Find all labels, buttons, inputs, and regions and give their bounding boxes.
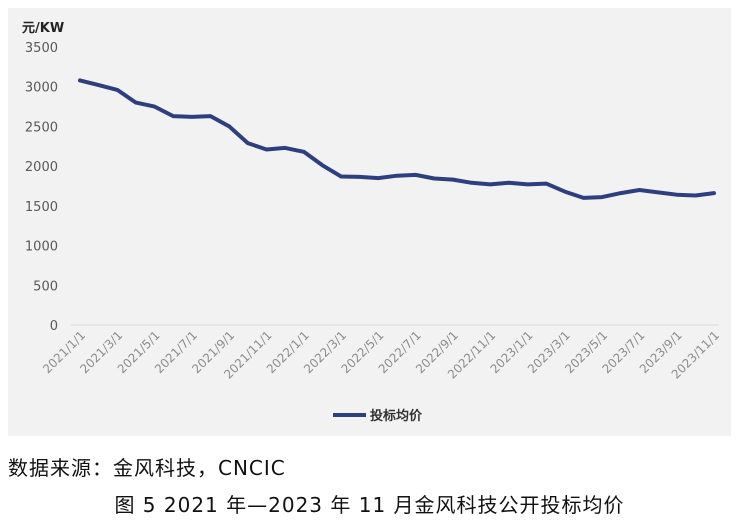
data-point: [246, 141, 250, 145]
data-point: [544, 182, 548, 186]
data-point: [134, 101, 138, 105]
data-point: [712, 191, 716, 195]
data-point: [675, 193, 679, 197]
data-point: [507, 181, 511, 185]
data-point: [414, 173, 418, 177]
data-point: [637, 188, 641, 192]
data-point: [470, 181, 474, 185]
y-tick-label: 500: [33, 279, 58, 294]
series-line-bid-price: [78, 78, 716, 200]
data-point: [115, 88, 119, 92]
chart-panel: 元/KW 3500 3000 2500 2000 1500 1000 500 0 2021/1…: [8, 8, 731, 436]
data-point: [619, 191, 623, 195]
legend-label: 投标均价: [370, 408, 423, 424]
y-tick-label: 0: [50, 319, 58, 334]
data-point: [526, 182, 530, 186]
figure-caption: 图 5 2021 年—2023 年 11 月金风科技公开投标均价: [114, 493, 625, 517]
data-point: [451, 178, 455, 182]
data-point: [339, 174, 343, 178]
data-point: [190, 115, 194, 119]
source-note: 数据来源：金风科技，CNCIC: [8, 456, 286, 480]
data-point: [302, 150, 306, 154]
legend: 投标均价: [333, 408, 423, 424]
data-point: [358, 175, 362, 179]
data-point: [376, 176, 380, 180]
data-point: [693, 194, 697, 198]
y-tick-label: 2500: [25, 120, 58, 135]
y-tick-label: 1500: [25, 200, 58, 215]
y-tick-label: 3000: [25, 81, 58, 96]
data-point: [563, 190, 567, 194]
data-point: [656, 190, 660, 194]
y-tick-label: 1000: [25, 240, 58, 255]
data-point: [227, 124, 231, 128]
data-point: [264, 147, 268, 151]
y-axis-unit-label: 元/KW: [22, 21, 64, 36]
data-point: [283, 146, 287, 150]
y-tick-label: 2000: [25, 160, 58, 175]
data-point: [432, 176, 436, 180]
data-point: [600, 195, 604, 199]
y-tick-label: 3500: [25, 41, 58, 56]
data-point: [78, 78, 82, 82]
data-point: [395, 174, 399, 178]
data-point: [209, 114, 213, 118]
data-point: [581, 196, 585, 200]
data-point: [97, 83, 101, 87]
data-point: [153, 105, 157, 109]
data-point: [320, 163, 324, 167]
data-point: [488, 182, 492, 186]
data-point: [171, 114, 175, 118]
